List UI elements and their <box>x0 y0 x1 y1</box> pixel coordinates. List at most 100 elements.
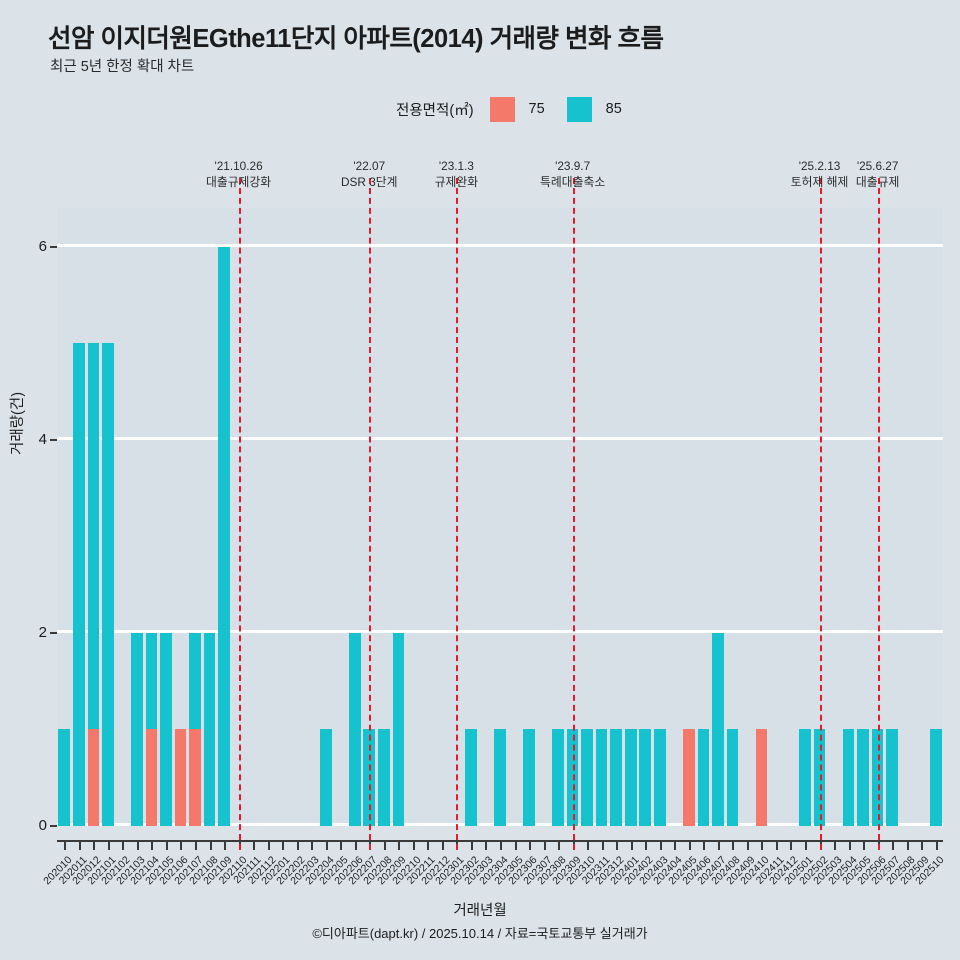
bar-202403-85[interactable] <box>653 729 666 826</box>
x-tick-mark <box>180 840 183 850</box>
event-date: '23.9.7 <box>555 159 591 173</box>
plot-area <box>57 208 943 826</box>
event-line-202309 <box>572 178 575 850</box>
bar-202204-85[interactable] <box>319 729 332 826</box>
gridline <box>57 436 943 440</box>
bar-202310-85[interactable] <box>581 729 593 826</box>
x-tick-mark <box>790 840 793 850</box>
event-line-202301 <box>456 178 459 850</box>
event-text: 규제완화 <box>434 175 479 190</box>
event-date: '22.07 <box>353 159 386 173</box>
bar-202401-85[interactable] <box>624 729 637 826</box>
y-tick-mark <box>50 245 57 248</box>
bar-202407-85[interactable] <box>712 632 724 826</box>
bar-202505-85[interactable] <box>857 729 869 826</box>
x-tick-mark <box>935 840 938 850</box>
bar-202406-85[interactable] <box>697 729 710 826</box>
x-tick-mark <box>805 840 808 850</box>
x-tick-mark <box>848 840 851 850</box>
x-tick-mark <box>383 840 386 850</box>
bar-202107-75[interactable] <box>189 729 201 826</box>
x-tick-mark <box>485 840 488 850</box>
bar-202504-85[interactable] <box>842 729 855 826</box>
x-tick-mark <box>209 840 212 850</box>
y-tick-mark <box>50 438 57 441</box>
bar-202012-85[interactable] <box>87 343 100 730</box>
x-tick-mark <box>645 840 648 850</box>
page-title: 선암 이지더원EGthe11단지 아파트(2014) 거래량 변화 흐름 <box>48 25 664 53</box>
bar-202311-85[interactable] <box>595 729 608 826</box>
bar-202107-85[interactable] <box>189 632 201 730</box>
bar-202105-85[interactable] <box>160 632 172 826</box>
bar-202405-75[interactable] <box>683 729 695 826</box>
bar-202304-85[interactable] <box>494 729 506 826</box>
x-tick-mark <box>529 840 532 850</box>
bar-202206-85[interactable] <box>348 632 361 826</box>
bar-202104-75[interactable] <box>145 729 158 826</box>
bar-202104-85[interactable] <box>145 632 158 730</box>
bar-202501-85[interactable] <box>799 729 811 826</box>
x-tick-mark <box>64 840 67 850</box>
y-tick-label: 0 <box>38 817 47 834</box>
footer-credit: ©디아파트(dapt.kr) / 2025.10.14 / 자료=국토교통부 실… <box>312 926 648 941</box>
event-label-202207: '22.07 DSR 3단계 <box>299 158 439 191</box>
bar-202011-85[interactable] <box>72 343 85 826</box>
legend-title: 전용면적(㎡) <box>396 102 474 119</box>
y-tick-label: 2 <box>38 623 47 641</box>
legend-label-75: 75 <box>528 101 545 117</box>
bar-202103-85[interactable] <box>131 632 143 826</box>
event-label-202309: '23.9.7 특례대출축소 <box>503 158 643 191</box>
legend-swatch-75 <box>489 96 515 122</box>
x-tick-mark <box>78 840 81 850</box>
x-tick-mark <box>746 840 749 850</box>
bar-202208-85[interactable] <box>377 729 390 826</box>
bar-202106-75[interactable] <box>174 729 187 826</box>
y-tick-label: 4 <box>38 430 47 448</box>
x-tick-mark <box>441 840 444 850</box>
event-label-202301: '23.1.3 규제완화 <box>386 158 526 191</box>
y-tick-mark <box>50 825 57 827</box>
x-axis-title: 거래년월 <box>453 903 507 919</box>
bar-202408-85[interactable] <box>726 729 739 826</box>
legend-item-75[interactable]: 75 <box>489 96 545 122</box>
legend-swatch-85 <box>566 96 592 122</box>
bar-202507-85[interactable] <box>886 729 898 826</box>
bar-202410-75[interactable] <box>755 729 768 826</box>
x-tick-mark <box>659 840 662 850</box>
bar-202502-85[interactable] <box>813 729 826 826</box>
gridline <box>57 243 943 247</box>
x-tick-mark <box>93 840 96 850</box>
event-line-202207 <box>369 178 372 850</box>
legend-label-85: 85 <box>605 101 622 117</box>
x-tick-mark <box>732 840 735 850</box>
bar-202302-85[interactable] <box>465 729 477 826</box>
event-label-202502: '25.2.13 토허제 해제 <box>750 158 890 191</box>
legend-item-85[interactable]: 85 <box>566 96 622 122</box>
event-text: 토허제 해제 <box>790 175 849 190</box>
page-subtitle: 최근 5년 한정 확대 차트 <box>50 59 195 75</box>
bar-202109-85[interactable] <box>218 246 230 826</box>
event-date: '23.1.3 <box>438 159 474 173</box>
x-tick-mark <box>921 840 924 850</box>
y-tick-label: 6 <box>38 237 47 255</box>
x-tick-mark <box>253 840 256 850</box>
bar-202402-85[interactable] <box>639 729 652 826</box>
x-tick-mark <box>354 840 357 850</box>
x-tick-mark <box>340 840 343 850</box>
bar-202108-85[interactable] <box>203 632 216 826</box>
x-tick-mark <box>500 840 502 850</box>
bar-202308-85[interactable] <box>552 729 564 826</box>
x-tick-mark <box>906 840 909 850</box>
x-tick-mark <box>761 840 764 850</box>
bar-202306-85[interactable] <box>523 729 535 826</box>
bar-202010-85[interactable] <box>58 729 71 826</box>
event-label-202110: '21.10.26 대출규제강화 <box>169 158 309 191</box>
bar-202101-85[interactable] <box>102 343 114 826</box>
bar-202012-75[interactable] <box>87 729 100 826</box>
x-tick-mark <box>630 840 633 850</box>
x-tick-mark <box>267 840 270 850</box>
bar-202510-85[interactable] <box>929 729 942 826</box>
x-tick-mark <box>616 840 619 850</box>
bar-202209-85[interactable] <box>392 632 405 826</box>
bar-202312-85[interactable] <box>610 729 622 826</box>
